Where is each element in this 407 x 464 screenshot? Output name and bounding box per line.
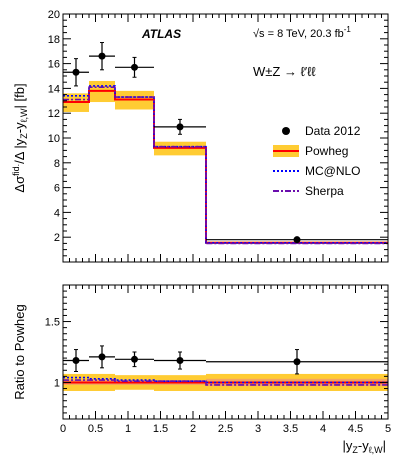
- main-y-tick-label: 2: [54, 232, 60, 244]
- ratio-y-tick-label: 1: [54, 377, 60, 389]
- ratio-data-point: [72, 357, 80, 365]
- ratio-x-tick-label: 2: [190, 423, 196, 435]
- ratio-mcnlo-line: [63, 376, 388, 384]
- data-points-group: [63, 42, 388, 244]
- ratio-data-group: [63, 345, 388, 375]
- ratio-x-tick-label: 4.5: [348, 423, 363, 435]
- ratio-x-tick-label: 0.5: [88, 423, 103, 435]
- ratio-lines-group: [63, 376, 388, 386]
- legend-powheg-key: [273, 145, 299, 157]
- data-point: [293, 236, 301, 244]
- ratio-data-point: [293, 358, 301, 366]
- main-y-tick-label: 6: [54, 183, 60, 195]
- ratio-y-axis-label: Ratio to Powheg: [12, 304, 27, 399]
- sherpa-line: [63, 86, 388, 245]
- energy-lumi-label: √s = 8 TeV, 20.3 fb-1: [253, 25, 351, 40]
- legend: Data 2012 Powheg MC@NLO Sherpa: [273, 124, 361, 198]
- ratio-x-tick-label: 3.5: [283, 423, 298, 435]
- main-y-tick-label: 12: [48, 108, 60, 120]
- main-x-ticks: [62, 14, 389, 262]
- main-y-tick-label: 14: [48, 83, 60, 95]
- legend-data-key: [282, 127, 290, 135]
- ratio-x-axis: 0 0.5 1 1.5 2 2.5 3 3.5 4 4.5 5: [60, 285, 391, 435]
- data-point: [176, 123, 184, 131]
- main-y-tick-label: 20: [48, 9, 60, 21]
- main-y-tick-label: 8: [54, 158, 60, 170]
- ratio-panel: 11.5 0 0.5 1 1.5 2 2.5 3 3.5 4 4.5 5 Ratio to Powh…: [12, 284, 391, 455]
- ratio-x-tick-label: 4: [320, 423, 326, 435]
- ratio-x-tick-label: 1.5: [153, 423, 168, 435]
- ratio-y-tick-label: 1.5: [45, 317, 60, 329]
- process-label: W±Z → ℓ′ℓℓ: [253, 64, 316, 79]
- energy-text: √s = 8 TeV, 20.3 fb: [253, 28, 344, 40]
- legend-powheg-label: Powheg: [305, 144, 348, 158]
- legend-mcnlo-label: MC@NLO: [305, 164, 361, 178]
- ratio-x-tick-label: 1: [125, 423, 131, 435]
- ratio-sherpa-line: [63, 379, 388, 386]
- ratio-x-tick-label: 5: [385, 423, 391, 435]
- main-y-tick-label: 10: [48, 133, 60, 145]
- main-y-tick-label: 18: [48, 34, 60, 46]
- ratio-data-point: [176, 357, 184, 365]
- experiment-label: ATLAS: [141, 27, 181, 41]
- legend-data-label: Data 2012: [305, 124, 361, 138]
- lumi-exponent: -1: [344, 25, 352, 34]
- data-point: [72, 68, 80, 76]
- legend-sherpa-label: Sherpa: [305, 184, 344, 198]
- ratio-x-tick-label: 2.5: [218, 423, 233, 435]
- main-y-axis: 2 4 6 8 10 12 14 16 18 20: [48, 9, 388, 263]
- ratio-data-point: [131, 355, 138, 363]
- prediction-lines-group: [63, 85, 388, 245]
- main-y-tick-label: 4: [54, 207, 60, 219]
- data-point: [131, 63, 138, 71]
- ratio-data-point: [98, 353, 106, 361]
- ratio-y-axis: 11.5: [45, 284, 388, 420]
- ratio-x-tick-label: 3: [255, 423, 261, 435]
- main-y-tick-label: 16: [48, 59, 60, 71]
- data-point: [98, 52, 106, 60]
- ratio-x-tick-label: 0: [60, 423, 66, 435]
